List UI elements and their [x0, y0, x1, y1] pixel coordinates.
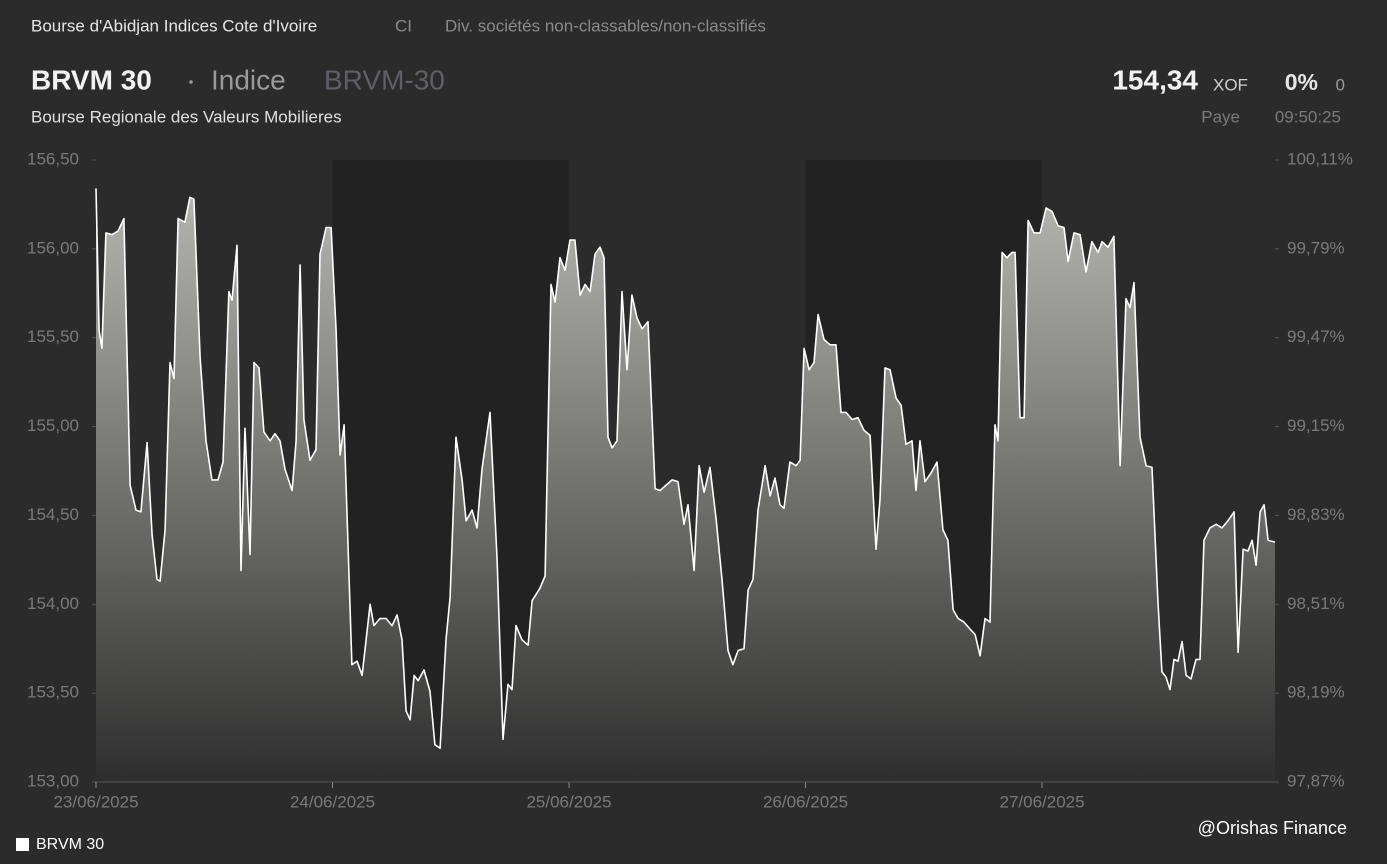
- price-line: [95, 188, 1276, 749]
- y-tick-label: 154,50: [27, 505, 79, 524]
- y2-tick-label: 100,11%: [1287, 149, 1353, 168]
- x-tick-label: 25/06/2025: [526, 792, 611, 811]
- exchange: Bourse Regionale des Valeurs Mobilieres: [31, 107, 342, 126]
- index-code: BRVM-30: [324, 64, 445, 95]
- price: 154,34: [1112, 64, 1198, 95]
- y-tick-label: 154,00: [27, 594, 79, 613]
- y2-tick-label: 98,19%: [1287, 683, 1345, 702]
- y-tick-label: 155,50: [27, 327, 79, 346]
- y2-tick-label: 98,51%: [1287, 594, 1345, 613]
- status: Paye: [1201, 107, 1240, 126]
- y2-tick-label: 99,79%: [1287, 238, 1345, 257]
- legend-swatch: [16, 838, 29, 851]
- y2-tick-label: 97,87%: [1287, 771, 1345, 790]
- x-tick-label: 26/06/2025: [763, 792, 848, 811]
- x-tick-label: 23/06/2025: [53, 792, 138, 811]
- index-kind: Indice: [211, 64, 286, 95]
- y2-tick-label: 99,15%: [1287, 416, 1345, 435]
- time: 09:50:25: [1275, 107, 1341, 126]
- separator: [189, 80, 193, 84]
- y-tick-label: 153,50: [27, 683, 79, 702]
- index-name: BRVM 30: [31, 64, 152, 95]
- credit: @Orishas Finance: [1198, 818, 1347, 838]
- x-tick-label: 27/06/2025: [999, 792, 1084, 811]
- legend-label: BRVM 30: [36, 836, 104, 853]
- change-pct: 0%: [1285, 69, 1318, 95]
- area-fill: [96, 188, 1275, 782]
- currency: XOF: [1213, 75, 1248, 94]
- y2-tick-label: 99,47%: [1287, 327, 1345, 346]
- country: CI: [395, 16, 412, 35]
- y-tick-label: 156,00: [27, 238, 79, 257]
- y-tick-label: 156,50: [27, 149, 79, 168]
- change: 0: [1336, 75, 1345, 94]
- source: Bourse d'Abidjan Indices Cote d'Ivoire: [31, 16, 317, 35]
- y2-tick-label: 98,83%: [1287, 505, 1345, 524]
- sector: Div. sociétés non-classables/non-classif…: [445, 16, 766, 35]
- y-tick-label: 155,00: [27, 416, 79, 435]
- x-tick-label: 24/06/2025: [290, 792, 375, 811]
- y-tick-label: 153,00: [27, 771, 79, 790]
